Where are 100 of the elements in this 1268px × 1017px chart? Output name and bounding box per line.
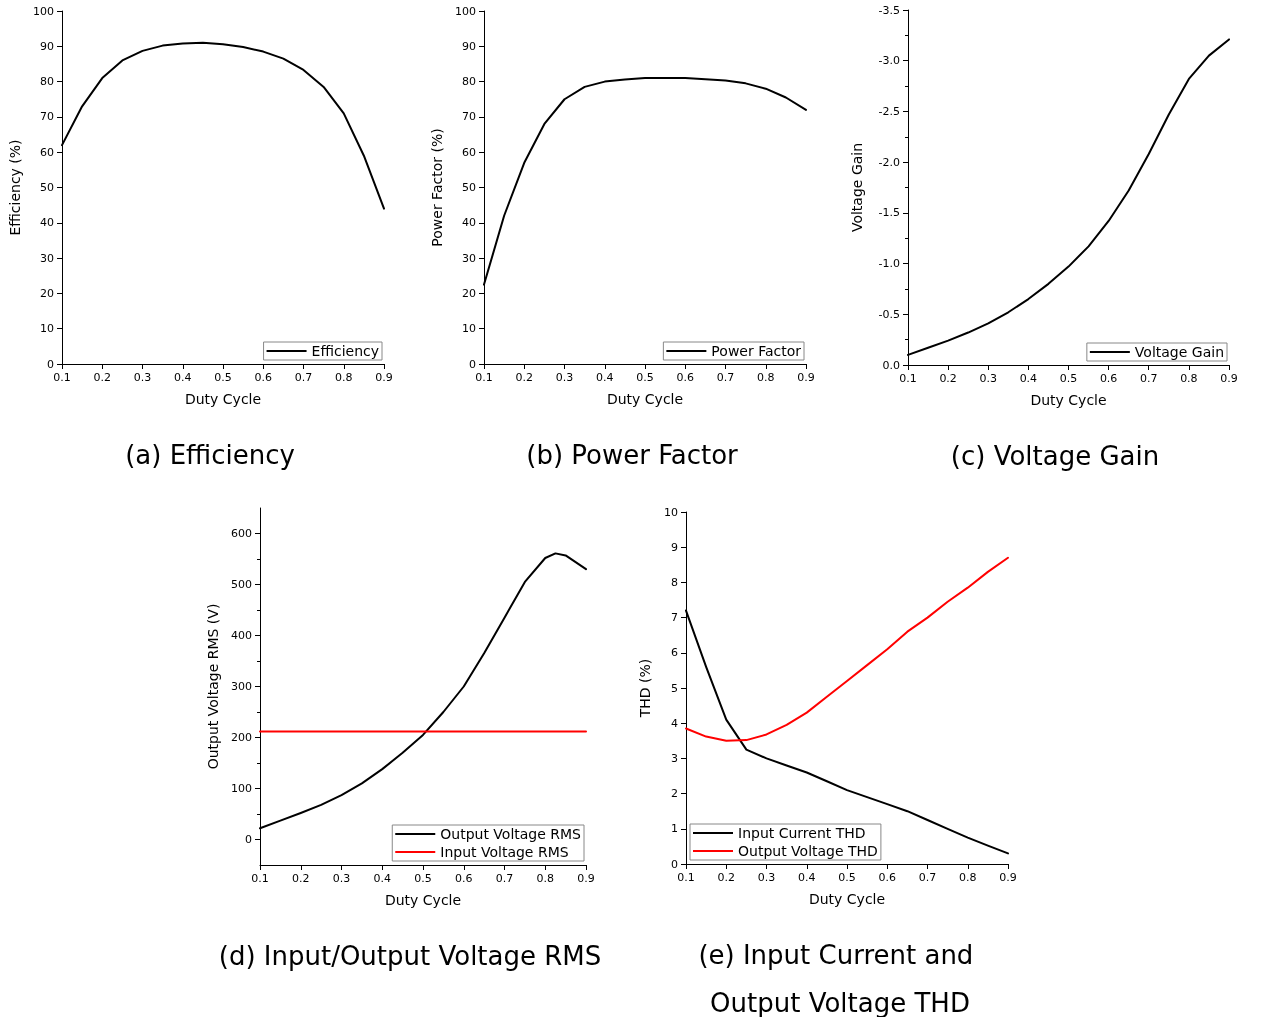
- y-tick-label: 500: [231, 578, 252, 591]
- x-tick-label: 0.7: [495, 872, 514, 885]
- x-tick-label: 0.7: [716, 371, 735, 384]
- y-tick-label: 30: [462, 251, 476, 265]
- x-axis-title: Duty Cycle: [606, 391, 684, 407]
- y-axis-title: Output Voltage RMS (V): [205, 603, 222, 770]
- x-tick-label: 0.1: [475, 371, 493, 384]
- x-tick-label: 0.2: [717, 871, 735, 884]
- x-tick-label: 0.7: [918, 871, 937, 884]
- y-tick-label: 30: [40, 251, 54, 265]
- y-tick-label: 1: [671, 822, 678, 836]
- y-tick-label: 80: [40, 75, 54, 89]
- y-tick-label: 50: [462, 181, 476, 194]
- x-tick-label: 0.9: [797, 371, 815, 384]
- y-tick-label: 40: [462, 216, 476, 230]
- y-tick-label: 0: [469, 357, 476, 371]
- legend-label: Efficiency: [311, 343, 379, 359]
- x-tick-label: 0.9: [375, 371, 393, 384]
- legend-label: Output Voltage THD: [738, 843, 878, 859]
- x-tick-label: 0.5: [636, 371, 654, 384]
- text: (e) Input Current and Output Voltage THD: [698, 940, 982, 1017]
- x-tick-label: 0.1: [251, 872, 269, 885]
- x-tick-label: 0.9: [1220, 372, 1238, 385]
- y-tick-label: 100: [33, 4, 54, 18]
- x-tick-label: 0.8: [1180, 372, 1198, 385]
- y-tick-label: 9: [671, 540, 678, 554]
- x-tick-label: 0.7: [294, 371, 313, 384]
- x-tick-label: 0.8: [959, 871, 977, 884]
- y-tick-label: 50: [40, 181, 54, 194]
- y-tick-label: 0: [245, 833, 252, 846]
- legend-label: Input Voltage RMS: [440, 844, 569, 860]
- y-tick-label: 90: [462, 39, 476, 53]
- y-tick-label: 0.0: [882, 358, 900, 372]
- x-axis-title: Duty Cycle: [384, 892, 462, 908]
- y-tick-label: 5: [671, 681, 678, 695]
- y-tick-label: 60: [462, 145, 476, 159]
- x-tick-label: 0.4: [373, 872, 391, 885]
- y-tick-label: 100: [455, 4, 476, 18]
- y-tick-label: 3: [671, 751, 678, 765]
- x-tick-label: 0.8: [335, 371, 353, 384]
- y-tick-label: -3.5: [878, 3, 900, 17]
- text: (c) Voltage Gain: [950, 441, 1160, 471]
- y-tick-label: 100: [231, 782, 252, 795]
- x-tick-label: 0.5: [214, 371, 232, 384]
- x-tick-label: 0.4: [596, 371, 614, 384]
- y-tick-label: 200: [231, 731, 252, 744]
- y-tick-label: 2: [671, 787, 678, 801]
- y-tick-label: 4: [671, 716, 678, 730]
- x-axis-title: Duty Cycle: [808, 891, 886, 907]
- x-tick-label: 0.1: [899, 372, 917, 385]
- y-axis-title: THD (%): [637, 658, 653, 719]
- y-tick-label: 10: [664, 505, 678, 519]
- x-tick-label: 0.2: [292, 872, 310, 885]
- x-tick-label: 0.2: [93, 371, 111, 384]
- x-tick-label: 0.5: [414, 872, 432, 885]
- x-tick-label: 0.4: [1019, 372, 1038, 385]
- x-tick-label: 0.8: [757, 371, 775, 384]
- y-tick-label: 80: [462, 75, 476, 89]
- x-tick-label: 0.8: [536, 872, 554, 885]
- x-tick-label: 0.5: [838, 871, 856, 884]
- x-tick-label: 0.6: [1099, 372, 1118, 385]
- x-tick-label: 0.4: [798, 871, 816, 884]
- x-tick-label: 0.9: [999, 871, 1017, 884]
- x-tick-label: 0.7: [1140, 372, 1158, 385]
- y-tick-label: 7: [671, 611, 678, 625]
- x-tick-label: 0.6: [676, 371, 694, 384]
- y-tick-label: 70: [40, 110, 54, 124]
- text: (d) Input/Output Voltage RMS: [218, 941, 602, 971]
- y-tick-label: -0.5: [878, 307, 900, 321]
- y-tick-label: 40: [40, 216, 54, 230]
- y-tick-label: 400: [231, 629, 252, 642]
- y-tick-label: 70: [462, 110, 476, 124]
- y-axis-title: Efficiency (%): [7, 139, 24, 236]
- x-tick-label: 0.6: [254, 371, 272, 384]
- y-tick-label: -1.5: [878, 206, 900, 220]
- x-tick-label: 0.3: [979, 372, 997, 385]
- legend-label: Output Voltage RMS: [440, 826, 582, 842]
- y-tick-label: 60: [40, 145, 54, 159]
- y-tick-label: 0: [671, 857, 678, 871]
- x-axis-title: Duty Cycle: [1030, 392, 1107, 408]
- y-tick-label: 0: [47, 357, 54, 371]
- legend-label: Voltage Gain: [1134, 344, 1224, 360]
- y-tick-label: 20: [40, 286, 54, 300]
- x-tick-label: 0.6: [878, 871, 896, 884]
- x-tick-label: 0.3: [757, 871, 776, 884]
- y-axis-title: Power Factor (%): [429, 128, 446, 247]
- y-tick-label: 300: [231, 680, 252, 693]
- x-tick-label: 0.3: [555, 371, 574, 384]
- x-tick-label: 0.3: [133, 371, 152, 384]
- x-tick-label: 0.5: [1059, 372, 1078, 385]
- x-tick-label: 0.2: [515, 371, 533, 384]
- x-tick-label: 0.4: [174, 371, 192, 384]
- y-tick-label: 10: [40, 322, 54, 336]
- legend-label: Input Current THD: [738, 825, 866, 841]
- y-tick-label: 10: [462, 322, 476, 336]
- legend-label: Power Factor: [711, 343, 802, 359]
- y-tick-label: 8: [671, 575, 678, 589]
- y-tick-label: 6: [671, 646, 678, 660]
- text: (a) Efficiency: [125, 440, 295, 470]
- y-tick-label: 20: [462, 286, 476, 300]
